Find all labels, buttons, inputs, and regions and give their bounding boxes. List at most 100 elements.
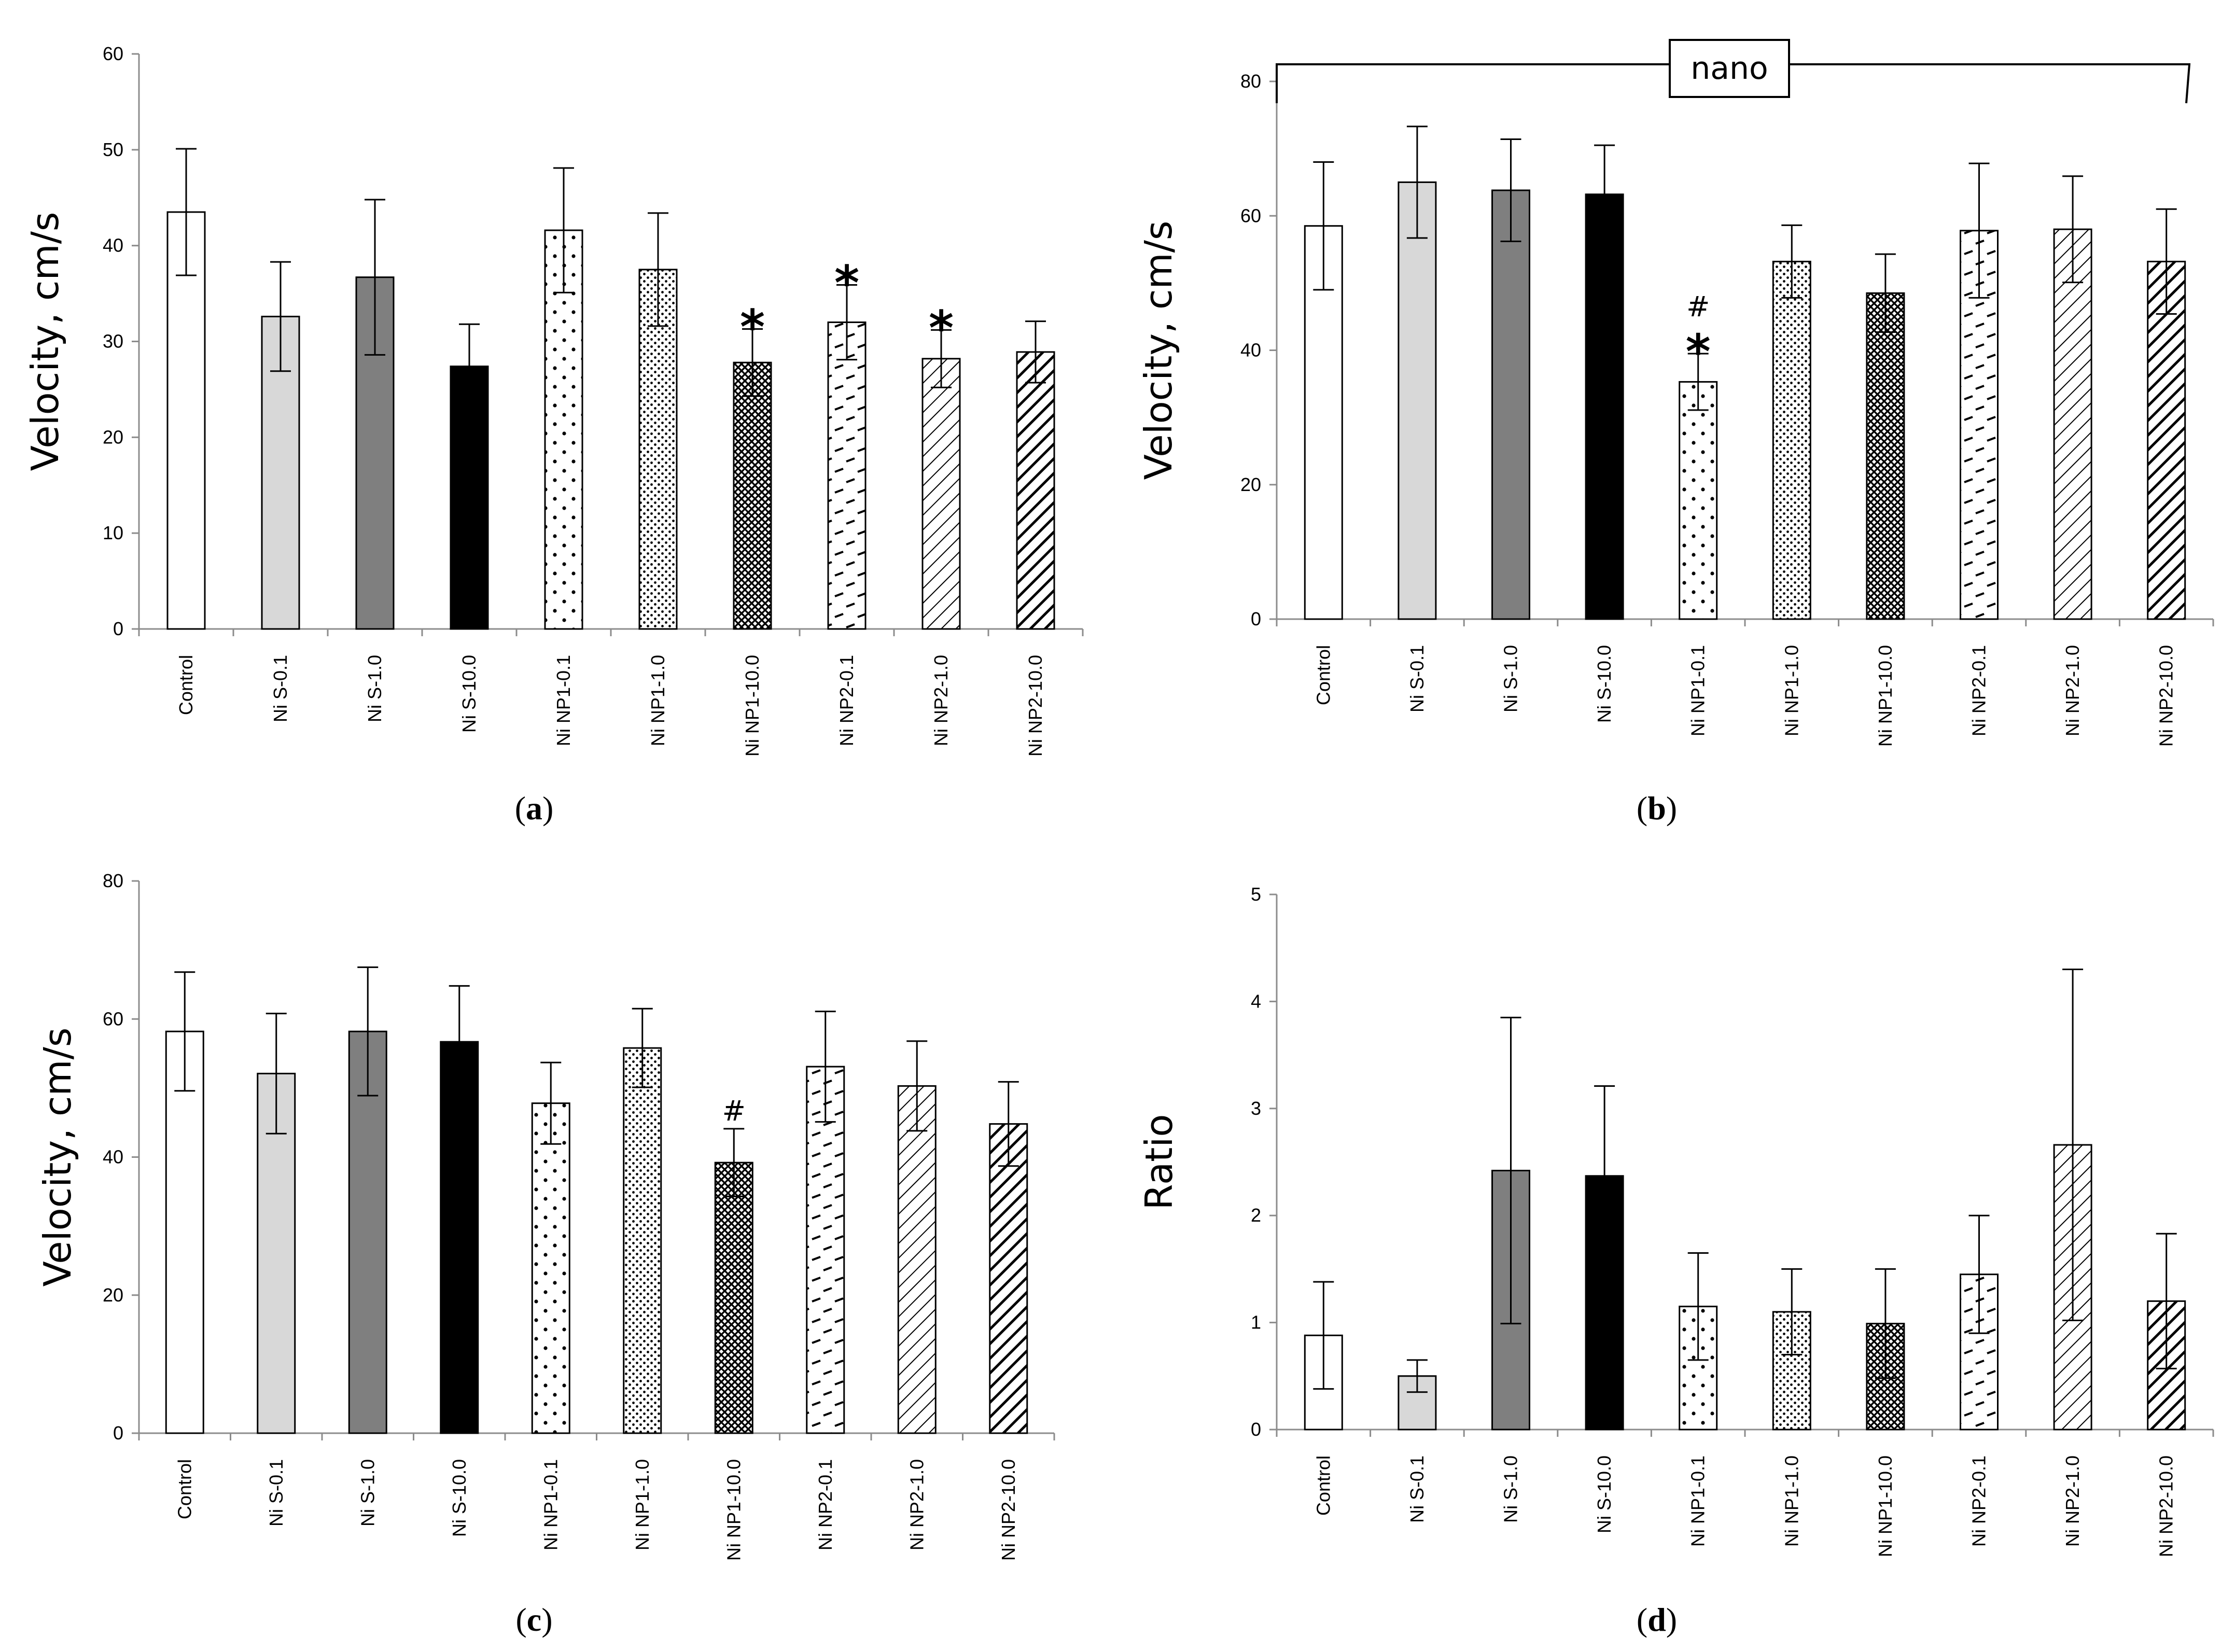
significance-star: *: [929, 300, 954, 356]
bar-ni-s-0-1: [1398, 181, 1437, 620]
x-category-label: Ni NP1-0.1: [1687, 1455, 1709, 1547]
y-tick-label: 20: [103, 1284, 123, 1306]
y-tick-label: 10: [103, 522, 123, 543]
chart-panel-a: 0 10 20 30 40 50 60 Control Ni S-0.1 Ni S-1.0 Ni S…: [23, 43, 1084, 827]
x-category-label: Ni NP1-1.0: [1781, 645, 1802, 736]
y-tick-label: 80: [1240, 71, 1261, 92]
bar-ni-np1-0-1: [1679, 381, 1718, 620]
x-category-label: Ni NP2-1.0: [2062, 645, 2083, 736]
x-category-label: Ni NP2-0.1: [1968, 645, 1990, 736]
x-category-label: Ni NP1-1.0: [632, 1459, 653, 1550]
x-category-label: Ni NP2-10.0: [1025, 655, 1046, 757]
x-category-label: Ni S-10.0: [1594, 1455, 1615, 1533]
y-tick-label: 80: [103, 870, 123, 891]
bar-ni-np1-1-0: [1772, 260, 1811, 620]
x-category-label: Ni NP2-0.1: [815, 1459, 836, 1550]
x-category-label: Ni NP2-1.0: [2062, 1455, 2083, 1547]
x-category-label: Ni NP1-10.0: [742, 655, 763, 757]
chart-panel-d: 0 1 2 3 4 5 Control Ni S-0.1 Ni S-1.0 Ni S-10.0 Ni…: [1137, 884, 2214, 1638]
panel-caption: (c): [515, 1601, 552, 1638]
bar-ni-np1-10-0: [733, 361, 772, 630]
x-category-label: Ni S-0.1: [1406, 1455, 1428, 1523]
bar-ni-s-1-0: [1491, 189, 1530, 620]
bar-ni-np2-1-0: [897, 1085, 937, 1434]
bar-ni-s-1-0: [355, 276, 395, 630]
y-axis-title: Velocity, cm/s: [1137, 221, 1180, 480]
x-category-label: Ni S-0.1: [1406, 645, 1428, 712]
y-tick-label: 5: [1251, 884, 1261, 905]
x-category-label: Ni NP2-0.1: [836, 655, 857, 746]
x-category-label: Ni NP1-10.0: [1875, 1455, 1896, 1557]
x-category-label: Ni S-1.0: [357, 1459, 378, 1527]
y-tick-label: 20: [103, 426, 123, 447]
x-category-label: Ni NP1-0.1: [553, 655, 574, 746]
bar-control: [166, 211, 206, 630]
bar-ni-s-1-0: [348, 1030, 387, 1434]
x-category-label: Ni NP1-0.1: [1687, 645, 1709, 736]
y-tick-label: 3: [1251, 1098, 1261, 1119]
x-category-label: Ni NP2-10.0: [998, 1459, 1019, 1561]
bar-control: [165, 1030, 204, 1434]
significance-hash: #: [1686, 290, 1710, 323]
bar-ni-s-10-0: [440, 1041, 479, 1434]
x-category-label: Ni S-1.0: [364, 655, 385, 722]
x-category-label: Ni NP2-0.1: [1968, 1455, 1990, 1547]
bar-ni-np2-0-1: [806, 1066, 845, 1434]
x-category-label: Control: [175, 655, 197, 715]
x-category-label: Ni S-10.0: [449, 1459, 470, 1537]
x-category-label: Control: [174, 1459, 195, 1519]
y-tick-label: 60: [103, 1008, 123, 1029]
x-category-label: Ni NP1-10.0: [723, 1459, 744, 1561]
bar-ni-np1-10-0: [714, 1161, 753, 1434]
y-tick-label: 40: [103, 1146, 123, 1168]
bar-ni-np1-0-1: [531, 1102, 570, 1434]
significance-star: *: [740, 299, 765, 355]
significance-hash: #: [722, 1095, 746, 1127]
x-category-label: Ni NP1-10.0: [1875, 645, 1896, 747]
x-category-label: Ni NP2-1.0: [906, 1459, 927, 1550]
y-tick-label: 40: [103, 235, 123, 256]
x-category-label: Ni S-1.0: [1500, 645, 1521, 712]
x-category-label: Ni S-10.0: [458, 655, 480, 733]
y-tick-label: 0: [1251, 1419, 1261, 1440]
y-tick-label: 0: [113, 618, 123, 639]
bar-ni-s-10-0: [1585, 193, 1624, 620]
x-category-label: Ni S-0.1: [270, 655, 291, 722]
y-tick-label: 2: [1251, 1205, 1261, 1226]
y-axis-title: Velocity, cm/s: [23, 212, 67, 471]
bar-ni-np2-10-0: [989, 1123, 1028, 1434]
x-category-label: Ni NP2-10.0: [2156, 645, 2177, 747]
y-axis-title: Velocity, cm/s: [36, 1028, 79, 1287]
x-category-label: Ni S-0.1: [266, 1459, 287, 1527]
x-category-label: Ni S-10.0: [1594, 645, 1615, 723]
y-tick-label: 50: [103, 139, 123, 160]
panel-caption: (a): [515, 790, 554, 827]
y-tick-label: 1: [1251, 1312, 1261, 1333]
bar-ni-np1-1-0: [623, 1047, 662, 1434]
x-category-label: Control: [1312, 1455, 1334, 1516]
bar-ni-np2-10-0: [2147, 260, 2186, 620]
x-category-label: Ni NP1-1.0: [1781, 1455, 1802, 1547]
y-tick-label: 4: [1251, 990, 1261, 1012]
bar-ni-np1-10-0: [1866, 292, 1905, 620]
bar-ni-np2-0-1: [827, 321, 867, 630]
bar-control: [1304, 225, 1343, 620]
y-tick-label: 20: [1240, 474, 1261, 495]
y-tick-label: 0: [113, 1422, 123, 1444]
x-category-label: Ni S-1.0: [1500, 1455, 1521, 1523]
bar-ni-np1-1-0: [638, 269, 678, 630]
x-category-label: Ni NP2-1.0: [930, 655, 952, 746]
nano-label-box: [1669, 39, 1790, 98]
panel-caption: (b): [1637, 790, 1677, 827]
x-category-label: Ni NP2-10.0: [2156, 1455, 2177, 1557]
significance-star: *: [834, 255, 859, 311]
y-tick-label: 30: [103, 331, 123, 352]
y-tick-label: 40: [1240, 340, 1261, 361]
panel-caption: (d): [1637, 1601, 1677, 1638]
significance-star: *: [1686, 324, 1711, 380]
y-tick-label: 0: [1251, 608, 1261, 629]
bar-ni-np1-0-1: [544, 229, 583, 630]
y-tick-label: 60: [1240, 205, 1261, 226]
chart-panel-c: 0 20 40 60 80 Control Ni S-0.1 Ni S-1.0 Ni S-10.…: [36, 870, 1055, 1638]
